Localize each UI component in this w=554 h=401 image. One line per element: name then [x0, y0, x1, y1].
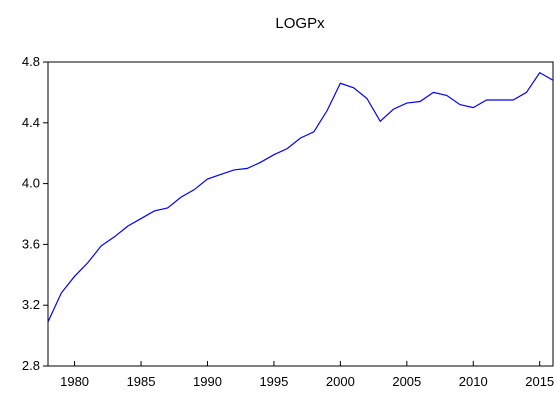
y-tick-label: 4.8 [22, 54, 40, 69]
x-tick-label: 2005 [392, 374, 421, 389]
series-line [47, 71, 554, 323]
x-tick-label: 2015 [525, 374, 554, 389]
y-tick-label: 3.2 [22, 297, 40, 312]
x-tick-label: 1985 [127, 374, 156, 389]
y-tick-label: 3.6 [22, 236, 40, 251]
chart-title: LOGPx [275, 15, 325, 32]
x-tick-label: 1995 [259, 374, 288, 389]
x-tick-label: 1990 [193, 374, 222, 389]
y-tick-label: 4.0 [22, 176, 40, 191]
x-tick-label: 2000 [326, 374, 355, 389]
x-tick-label: 2010 [459, 374, 488, 389]
y-tick-label: 4.4 [22, 115, 40, 130]
plot-frame [47, 61, 554, 367]
y-tick-label: 2.8 [22, 358, 40, 373]
x-tick-label: 1980 [60, 374, 89, 389]
